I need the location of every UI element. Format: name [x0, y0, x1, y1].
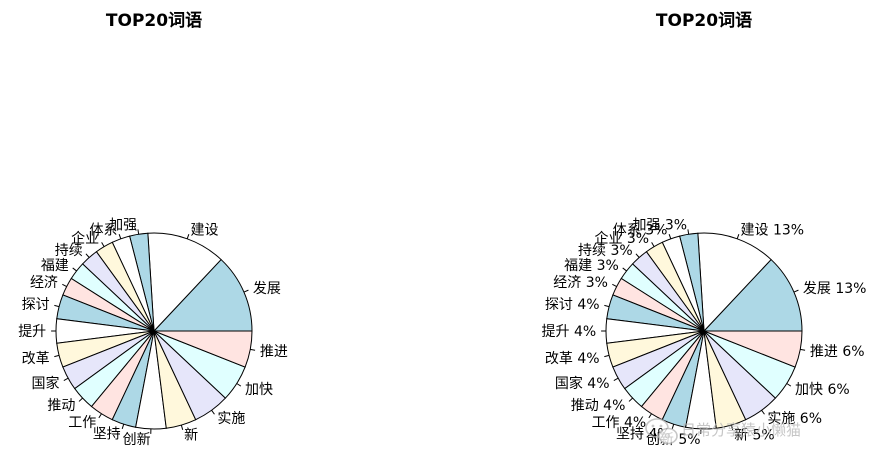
- slice-label: 加强 3%: [632, 218, 687, 234]
- slice-label: 推动 4%: [571, 398, 626, 414]
- slice-leader-tick: [671, 424, 675, 430]
- slice-label: 企业 3%: [594, 230, 649, 247]
- pie-slice: [147, 232, 222, 333]
- slice-leader-tick: [604, 354, 610, 358]
- slice-label: 建设: [191, 223, 219, 239]
- watermark-text: 日常分享猿小懒猫: [681, 421, 801, 439]
- slice-leader-tick: [604, 304, 610, 308]
- slice-leader-tick: [730, 424, 734, 430]
- slice-label: 国家: [32, 375, 60, 392]
- slice-leader-tick: [635, 253, 640, 258]
- slice-label: 改革 4%: [545, 351, 600, 367]
- slice-label: 体系: [89, 223, 117, 239]
- slice-leader-tick: [121, 424, 125, 430]
- slice-label: 发展 13%: [803, 281, 867, 297]
- slice-label: 经济 3%: [553, 275, 608, 291]
- slice-leader-tick: [85, 253, 90, 258]
- slice-label: 工作 4%: [592, 415, 647, 431]
- slice-leader-tick: [250, 348, 256, 351]
- slice-leader-tick: [613, 377, 619, 382]
- slice-leader-tick: [793, 289, 799, 293]
- slice-leader-tick: [98, 413, 102, 419]
- slice-leader-tick: [54, 304, 60, 308]
- slice-leader-tick: [78, 397, 83, 402]
- slice-label: 经济: [30, 275, 58, 291]
- slice-leader-tick: [786, 383, 792, 387]
- slice-leader-tick: [137, 229, 140, 235]
- slice-label: 持续 3%: [578, 242, 633, 259]
- pie-slice: [697, 232, 772, 333]
- watermark: 日常分享猿小懒猫: [645, 418, 801, 445]
- slice-label: 实施: [217, 411, 245, 427]
- slice-label: 国家 4%: [555, 375, 610, 392]
- slice-label: 新: [184, 428, 198, 444]
- slice-leader-tick: [180, 424, 184, 430]
- slice-label: 提升 4%: [542, 324, 597, 340]
- slice-label: 加快 6%: [795, 382, 850, 398]
- pie-slice: [703, 330, 803, 368]
- slice-leader-tick: [211, 409, 215, 415]
- slice-leader-tick: [118, 234, 122, 239]
- chart-title: TOP20词语: [106, 11, 202, 31]
- slice-leader-tick: [648, 413, 652, 419]
- slice-leader-tick: [236, 383, 242, 387]
- slice-leader-tick: [186, 234, 190, 239]
- slice-label: 提升: [18, 324, 46, 340]
- slice-label: 坚持: [93, 427, 121, 443]
- pie-slice: [153, 330, 253, 368]
- slice-label: 推进 6%: [810, 344, 865, 360]
- slice-label: 推动: [47, 398, 75, 414]
- slice-label: 探讨: [22, 297, 50, 313]
- slice-leader-tick: [761, 409, 765, 415]
- slice-label: 实施 6%: [767, 411, 822, 427]
- slice-label: 体系 3%: [613, 223, 668, 239]
- slice-label: 探讨 4%: [545, 297, 600, 313]
- slice-label: 加强: [109, 218, 137, 234]
- slice-label: 改革: [22, 351, 50, 367]
- slice-leader-tick: [800, 348, 806, 351]
- slice-leader-tick: [628, 397, 633, 402]
- slice-leader-tick: [54, 354, 60, 358]
- slice-label: 发展: [253, 281, 281, 297]
- slice-label: 企业: [71, 230, 99, 247]
- slice-leader-tick: [612, 283, 617, 287]
- slice-leader-tick: [101, 242, 105, 247]
- slice-leader-tick: [63, 377, 69, 382]
- slice-label: 福建: [41, 258, 69, 274]
- slice-label: 坚持 4%: [616, 427, 671, 443]
- slice-leader-tick: [668, 234, 672, 239]
- slice-label: 加快: [245, 382, 273, 398]
- slice-label: 建设 13%: [741, 223, 805, 239]
- slice-leader-tick: [622, 267, 627, 272]
- slice-leader-tick: [736, 234, 740, 239]
- slice-label: 新 5%: [734, 428, 775, 444]
- slice-label: 福建 3%: [564, 258, 619, 274]
- pie-chart-percent: TOP20词语 发展 13% 建设 13% 加强 3%体系 3%企业 3%持续 3%…: [542, 11, 867, 448]
- slice-leader-tick: [243, 289, 249, 293]
- slice-leader-tick: [687, 229, 690, 235]
- slice-label: 持续: [55, 242, 83, 259]
- slice-label: 工作: [68, 415, 96, 431]
- slice-label: 创新: [123, 432, 151, 448]
- slice-leader-tick: [62, 283, 67, 287]
- slice-label: 推进: [260, 344, 288, 360]
- chart-title: TOP20词语: [656, 11, 752, 31]
- slice-leader-tick: [651, 242, 655, 247]
- wechat-icon: [645, 418, 678, 445]
- slice-leader-tick: [72, 267, 77, 272]
